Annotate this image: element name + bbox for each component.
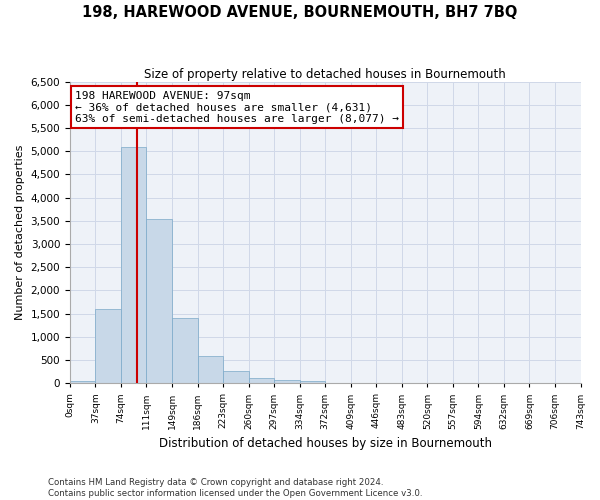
Bar [146, 218, 172, 384]
Text: 198 HAREWOOD AVENUE: 97sqm
← 36% of detached houses are smaller (4,631)
63% of s: 198 HAREWOOD AVENUE: 97sqm ← 36% of deta… [75, 90, 399, 124]
Bar [299, 381, 325, 384]
Y-axis label: Number of detached properties: Number of detached properties [15, 145, 25, 320]
Bar [223, 370, 248, 384]
Bar [248, 378, 274, 384]
Text: 198, HAREWOOD AVENUE, BOURNEMOUTH, BH7 7BQ: 198, HAREWOOD AVENUE, BOURNEMOUTH, BH7 7… [82, 5, 518, 20]
Bar [121, 146, 146, 384]
Bar [197, 356, 223, 384]
Bar [70, 381, 95, 384]
Bar [95, 309, 121, 384]
Title: Size of property relative to detached houses in Bournemouth: Size of property relative to detached ho… [145, 68, 506, 80]
X-axis label: Distribution of detached houses by size in Bournemouth: Distribution of detached houses by size … [159, 437, 492, 450]
Bar [172, 318, 197, 384]
Text: Contains HM Land Registry data © Crown copyright and database right 2024.
Contai: Contains HM Land Registry data © Crown c… [48, 478, 422, 498]
Bar [274, 380, 299, 384]
